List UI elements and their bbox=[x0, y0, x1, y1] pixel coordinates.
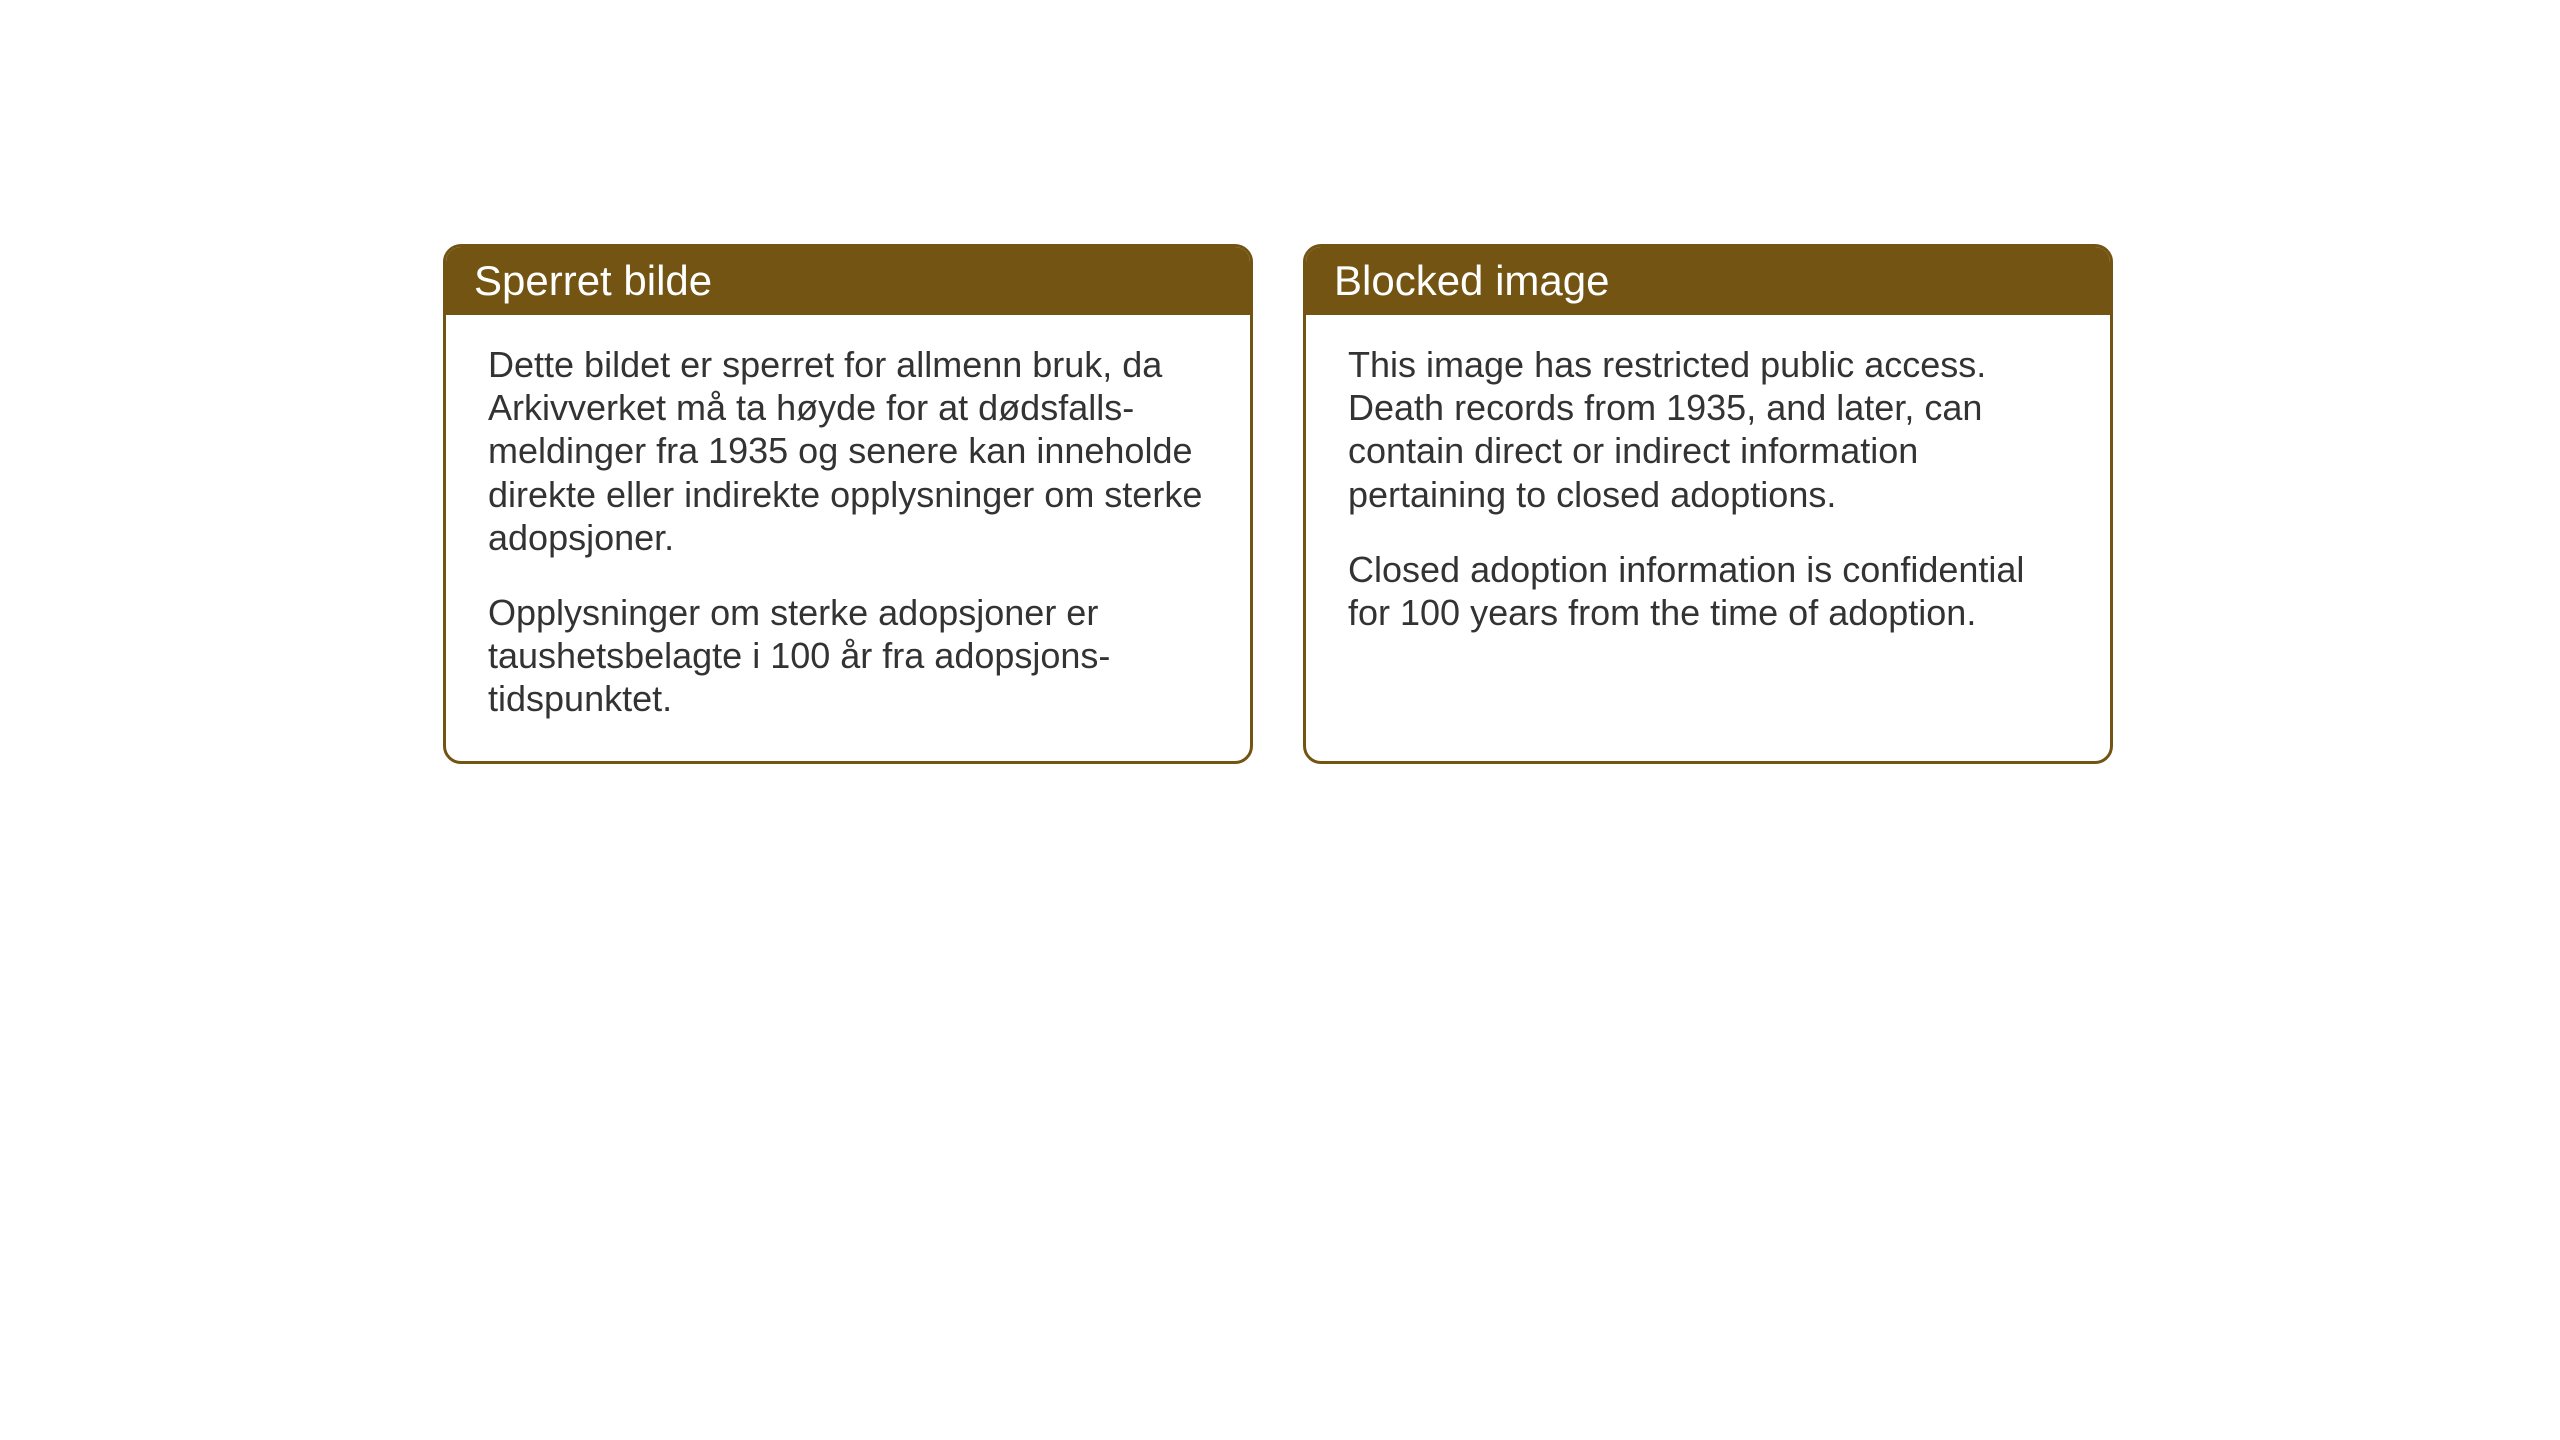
notice-title-english: Blocked image bbox=[1334, 257, 1609, 304]
notice-box-english: Blocked image This image has restricted … bbox=[1303, 244, 2113, 764]
notice-box-norwegian: Sperret bilde Dette bildet er sperret fo… bbox=[443, 244, 1253, 764]
notice-paragraph-2-english: Closed adoption information is confident… bbox=[1348, 548, 2068, 634]
notice-header-norwegian: Sperret bilde bbox=[446, 247, 1250, 315]
notice-paragraph-1-english: This image has restricted public access.… bbox=[1348, 343, 2068, 516]
notice-container: Sperret bilde Dette bildet er sperret fo… bbox=[443, 244, 2113, 764]
notice-paragraph-2-norwegian: Opplysninger om sterke adopsjoner er tau… bbox=[488, 591, 1208, 721]
notice-header-english: Blocked image bbox=[1306, 247, 2110, 315]
notice-body-norwegian: Dette bildet er sperret for allmenn bruk… bbox=[446, 315, 1250, 761]
notice-paragraph-1-norwegian: Dette bildet er sperret for allmenn bruk… bbox=[488, 343, 1208, 559]
notice-body-english: This image has restricted public access.… bbox=[1306, 315, 2110, 674]
notice-title-norwegian: Sperret bilde bbox=[474, 257, 712, 304]
